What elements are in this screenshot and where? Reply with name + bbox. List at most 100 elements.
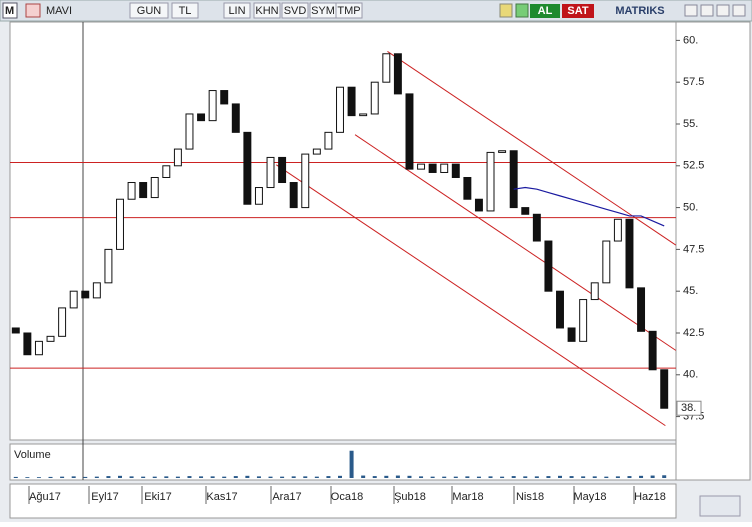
trendline	[276, 164, 666, 427]
candle	[625, 218, 634, 289]
candle	[590, 282, 599, 301]
volume-bar	[25, 477, 30, 478]
volume-bar	[210, 476, 215, 478]
candle	[104, 248, 113, 284]
month-label: Eyl17	[91, 491, 119, 503]
volume-bar	[662, 475, 667, 478]
toolbar-button[interactable]	[129, 2, 169, 19]
volume-bar	[106, 476, 111, 478]
candle	[474, 198, 483, 212]
y-tick-label: 57.5	[683, 76, 704, 88]
candle	[266, 156, 275, 189]
toolbar-button-label[interactable]: SVD	[284, 5, 307, 17]
toolbar-button-label[interactable]: TMP	[337, 5, 360, 17]
buy-label[interactable]: AL	[538, 5, 553, 17]
volume-bar	[94, 476, 99, 478]
candle	[231, 103, 240, 133]
candle	[393, 53, 402, 95]
moving-average	[513, 186, 665, 227]
toolbar-button[interactable]	[253, 2, 281, 19]
volume-bar	[534, 476, 539, 478]
candle	[46, 335, 55, 342]
icon[interactable]	[515, 3, 529, 18]
candle	[243, 131, 252, 205]
candle	[556, 290, 564, 329]
maximize[interactable]	[700, 4, 714, 17]
candle	[602, 240, 611, 284]
candle	[509, 150, 518, 209]
volume-bar	[419, 476, 424, 478]
candle	[382, 53, 391, 83]
candle	[150, 176, 159, 199]
volume-bar	[141, 476, 146, 478]
toolbar-button[interactable]	[171, 2, 199, 19]
volume-bar	[500, 476, 505, 478]
y-tick-label: 47.5	[683, 243, 704, 255]
month-label: Nis18	[516, 491, 544, 503]
month-label: Kas17	[206, 491, 237, 503]
toolbar-button[interactable]	[335, 2, 363, 19]
candle	[498, 150, 507, 153]
refresh-button[interactable]	[699, 495, 741, 517]
month-label: Haz18	[634, 491, 666, 503]
candle	[197, 113, 206, 122]
candle	[116, 198, 124, 250]
trendline	[387, 51, 677, 246]
volume-bar	[627, 476, 632, 478]
volume-bar	[384, 475, 389, 478]
month-label: Şub18	[394, 491, 426, 503]
sell-button[interactable]	[562, 4, 594, 18]
volume-bar	[83, 476, 88, 478]
volume-bar	[349, 450, 354, 478]
candle	[324, 131, 333, 150]
close[interactable]	[732, 4, 746, 17]
month-label: May18	[573, 491, 606, 503]
candle	[486, 151, 495, 212]
toolbar-button-label[interactable]: LIN	[228, 5, 245, 17]
toolbar-button-label[interactable]: KHN	[255, 5, 278, 17]
restore[interactable]	[716, 4, 730, 17]
volume-bar	[164, 476, 169, 478]
month-label: Ara17	[272, 491, 301, 503]
volume-bar	[187, 476, 192, 478]
y-tick-label: 52.5	[683, 160, 704, 172]
icon[interactable]	[25, 3, 41, 18]
toolbar-button[interactable]	[281, 2, 309, 19]
volume-bar	[199, 476, 204, 478]
candle	[11, 327, 20, 334]
last-price-label: 38.	[681, 402, 696, 414]
toolbar-button-label[interactable]: TL	[179, 5, 192, 17]
candle	[254, 187, 263, 205]
y-tick-label: 50.	[683, 201, 698, 213]
toolbar-button[interactable]	[223, 2, 251, 19]
month-label: Mar18	[452, 491, 483, 503]
volume-bar	[245, 475, 250, 478]
candle	[312, 148, 321, 155]
sell-label[interactable]: SAT	[567, 5, 588, 17]
volume-bar	[639, 475, 644, 478]
volume-bar	[256, 476, 261, 478]
candle	[69, 290, 78, 309]
buy-button[interactable]	[530, 4, 560, 18]
y-tick-label: 55.	[683, 118, 698, 130]
volume-bar	[268, 476, 273, 478]
volume-bar	[569, 476, 574, 478]
toolbar-button-label[interactable]: GUN	[137, 5, 162, 17]
candle	[532, 213, 541, 242]
candle	[370, 81, 379, 115]
volume-bar	[326, 476, 331, 478]
icon[interactable]	[499, 3, 513, 18]
month-label: Oca18	[331, 491, 363, 503]
toolbar-button-label[interactable]: SYM	[311, 5, 335, 17]
candle	[301, 153, 310, 209]
logo-box	[2, 2, 18, 19]
candle	[637, 287, 646, 332]
minimize[interactable]	[684, 4, 698, 17]
volume-bar	[71, 476, 76, 478]
symbol[interactable]: MAVI	[46, 5, 72, 17]
candle	[521, 207, 530, 215]
candle	[463, 176, 472, 200]
volume-bar	[13, 476, 18, 478]
candle	[58, 307, 67, 337]
y-tick-label: 40.	[683, 369, 698, 381]
